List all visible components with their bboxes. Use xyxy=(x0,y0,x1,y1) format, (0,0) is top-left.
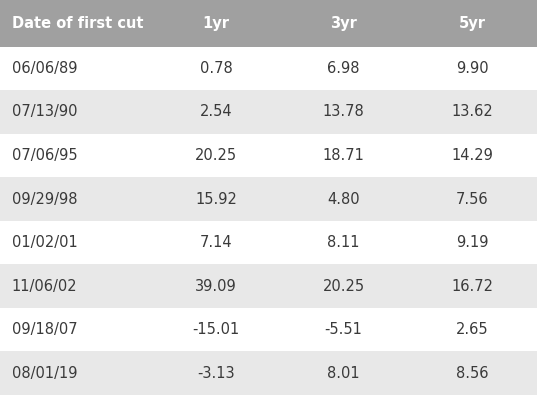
Text: 0.78: 0.78 xyxy=(200,61,233,76)
Text: 7.14: 7.14 xyxy=(200,235,233,250)
Text: 13.78: 13.78 xyxy=(323,104,365,119)
Bar xyxy=(0,90,537,134)
Text: 20.25: 20.25 xyxy=(195,148,237,163)
Text: 06/06/89: 06/06/89 xyxy=(12,61,77,76)
Text: 39.09: 39.09 xyxy=(195,278,237,293)
Text: 2.54: 2.54 xyxy=(200,104,233,119)
Bar xyxy=(0,134,537,177)
Text: 09/29/98: 09/29/98 xyxy=(12,192,77,207)
Text: 8.56: 8.56 xyxy=(456,366,489,381)
Text: 20.25: 20.25 xyxy=(323,278,365,293)
Text: 3yr: 3yr xyxy=(330,16,357,31)
Bar xyxy=(0,221,537,264)
Text: 8.01: 8.01 xyxy=(328,366,360,381)
Text: 9.19: 9.19 xyxy=(456,235,489,250)
Text: 01/02/01: 01/02/01 xyxy=(12,235,77,250)
Text: 16.72: 16.72 xyxy=(452,278,494,293)
Text: 13.62: 13.62 xyxy=(452,104,494,119)
Text: 2.65: 2.65 xyxy=(456,322,489,337)
Text: Date of first cut: Date of first cut xyxy=(12,16,143,31)
Text: -3.13: -3.13 xyxy=(197,366,235,381)
Text: 11/06/02: 11/06/02 xyxy=(12,278,77,293)
Bar xyxy=(0,308,537,352)
Bar xyxy=(0,352,537,395)
Bar xyxy=(0,47,537,90)
Bar xyxy=(0,264,537,308)
Text: -5.51: -5.51 xyxy=(325,322,362,337)
Text: 7.56: 7.56 xyxy=(456,192,489,207)
Text: 4.80: 4.80 xyxy=(328,192,360,207)
Bar xyxy=(0,177,537,221)
Text: 08/01/19: 08/01/19 xyxy=(12,366,77,381)
Text: 18.71: 18.71 xyxy=(323,148,365,163)
Text: 14.29: 14.29 xyxy=(452,148,494,163)
Text: 07/13/90: 07/13/90 xyxy=(12,104,77,119)
Text: 09/18/07: 09/18/07 xyxy=(12,322,77,337)
Text: 1yr: 1yr xyxy=(202,16,230,31)
Text: 9.90: 9.90 xyxy=(456,61,489,76)
Text: 8.11: 8.11 xyxy=(328,235,360,250)
Text: 5yr: 5yr xyxy=(459,16,486,31)
Text: 07/06/95: 07/06/95 xyxy=(12,148,77,163)
Text: 6.98: 6.98 xyxy=(328,61,360,76)
Text: -15.01: -15.01 xyxy=(193,322,240,337)
Bar xyxy=(0,0,537,47)
Text: 15.92: 15.92 xyxy=(195,192,237,207)
